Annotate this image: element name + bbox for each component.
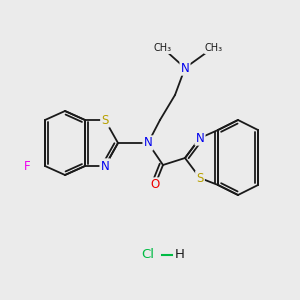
- Text: O: O: [150, 178, 160, 191]
- Text: F: F: [24, 160, 30, 172]
- Text: S: S: [196, 172, 204, 184]
- Text: H: H: [175, 248, 185, 262]
- Text: CH₃: CH₃: [154, 43, 172, 53]
- Text: CH₃: CH₃: [205, 43, 223, 53]
- Text: N: N: [196, 131, 204, 145]
- Text: N: N: [100, 160, 109, 172]
- Text: N: N: [181, 61, 189, 74]
- Text: N: N: [144, 136, 152, 149]
- Text: Cl: Cl: [142, 248, 154, 262]
- Text: S: S: [101, 113, 109, 127]
